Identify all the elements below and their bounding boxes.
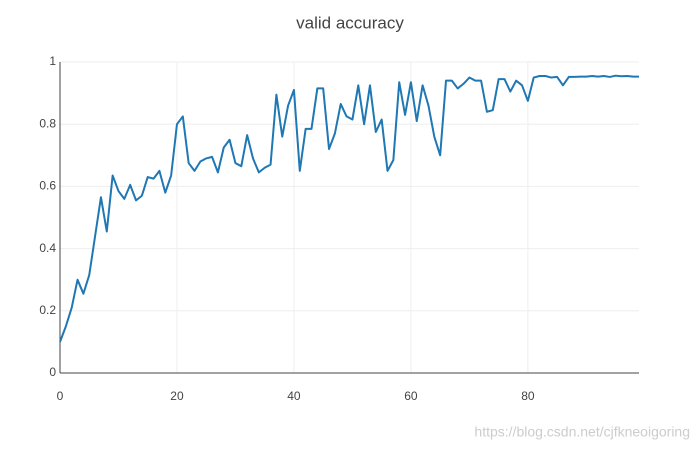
y-tick-label: 0 [49,365,56,379]
y-tick-label: 0.2 [39,303,56,317]
data-line [59,74,639,343]
chart-title: valid accuracy [296,13,404,32]
x-tick-label: 80 [521,389,535,403]
x-tick-label: 40 [287,389,301,403]
y-tick-label: 0.8 [39,116,56,130]
x-tick-label: 20 [170,389,184,403]
x-tick-label: 60 [404,389,418,403]
y-tick-label: 1 [49,54,56,68]
x-tick-label: 0 [57,389,64,403]
watermark: https://blog.csdn.net/cjfkneoigoring [474,424,690,440]
y-tick-label: 0.6 [39,179,56,193]
y-tick-label: 0.4 [39,241,56,255]
